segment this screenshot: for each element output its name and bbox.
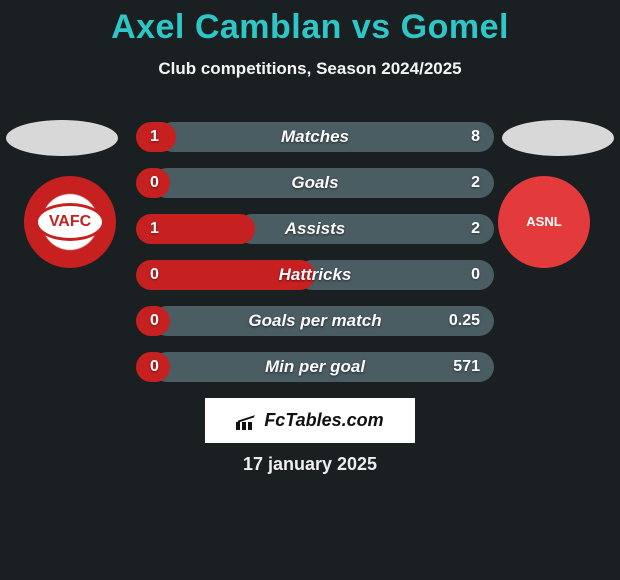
stat-row: 5710Min per goal [136, 352, 494, 382]
page-title: Axel Camblan vs Gomel [0, 0, 620, 47]
comparison-card: Axel Camblan vs Gomel Club competitions,… [0, 0, 620, 580]
snapshot-date: 17 january 2025 [0, 454, 620, 475]
player-left-avatar-placeholder [6, 120, 118, 156]
stat-row: 81Matches [136, 122, 494, 152]
stat-left-value: 0 [136, 260, 315, 290]
stats-table: 81Matches 20Goals 21Assists 00Hattricks 0.25… [136, 122, 494, 398]
stat-row: 21Assists [136, 214, 494, 244]
stat-right-value: 8 [158, 122, 494, 152]
stat-row: 20Goals [136, 168, 494, 198]
stat-left-value: 0 [136, 168, 170, 198]
stat-row: 00Hattricks [136, 260, 494, 290]
stat-right-value: 2 [237, 214, 494, 244]
stat-left-value: 0 [136, 352, 170, 382]
stat-row: 0.250Goals per match [136, 306, 494, 336]
stat-left-value: 1 [136, 214, 255, 244]
stat-left-value: 1 [136, 122, 176, 152]
brand-badge: FcTables.com [205, 398, 415, 443]
stat-right-value: 2 [152, 168, 494, 198]
player-right-avatar-placeholder [502, 120, 614, 156]
club-badge-right-text: ASNL [526, 215, 561, 229]
page-subtitle: Club competitions, Season 2024/2025 [0, 59, 620, 79]
stat-right-value: 0 [297, 260, 494, 290]
brand-chart-icon [236, 412, 258, 430]
stat-right-value: 571 [152, 352, 494, 382]
club-badge-left-text: VAFC [35, 203, 105, 241]
club-badge-right: ASNL [498, 176, 590, 268]
stat-left-value: 0 [136, 306, 170, 336]
club-badge-left: VAFC [24, 176, 116, 268]
stat-right-value: 0.25 [152, 306, 494, 336]
brand-text: FcTables.com [264, 410, 383, 431]
